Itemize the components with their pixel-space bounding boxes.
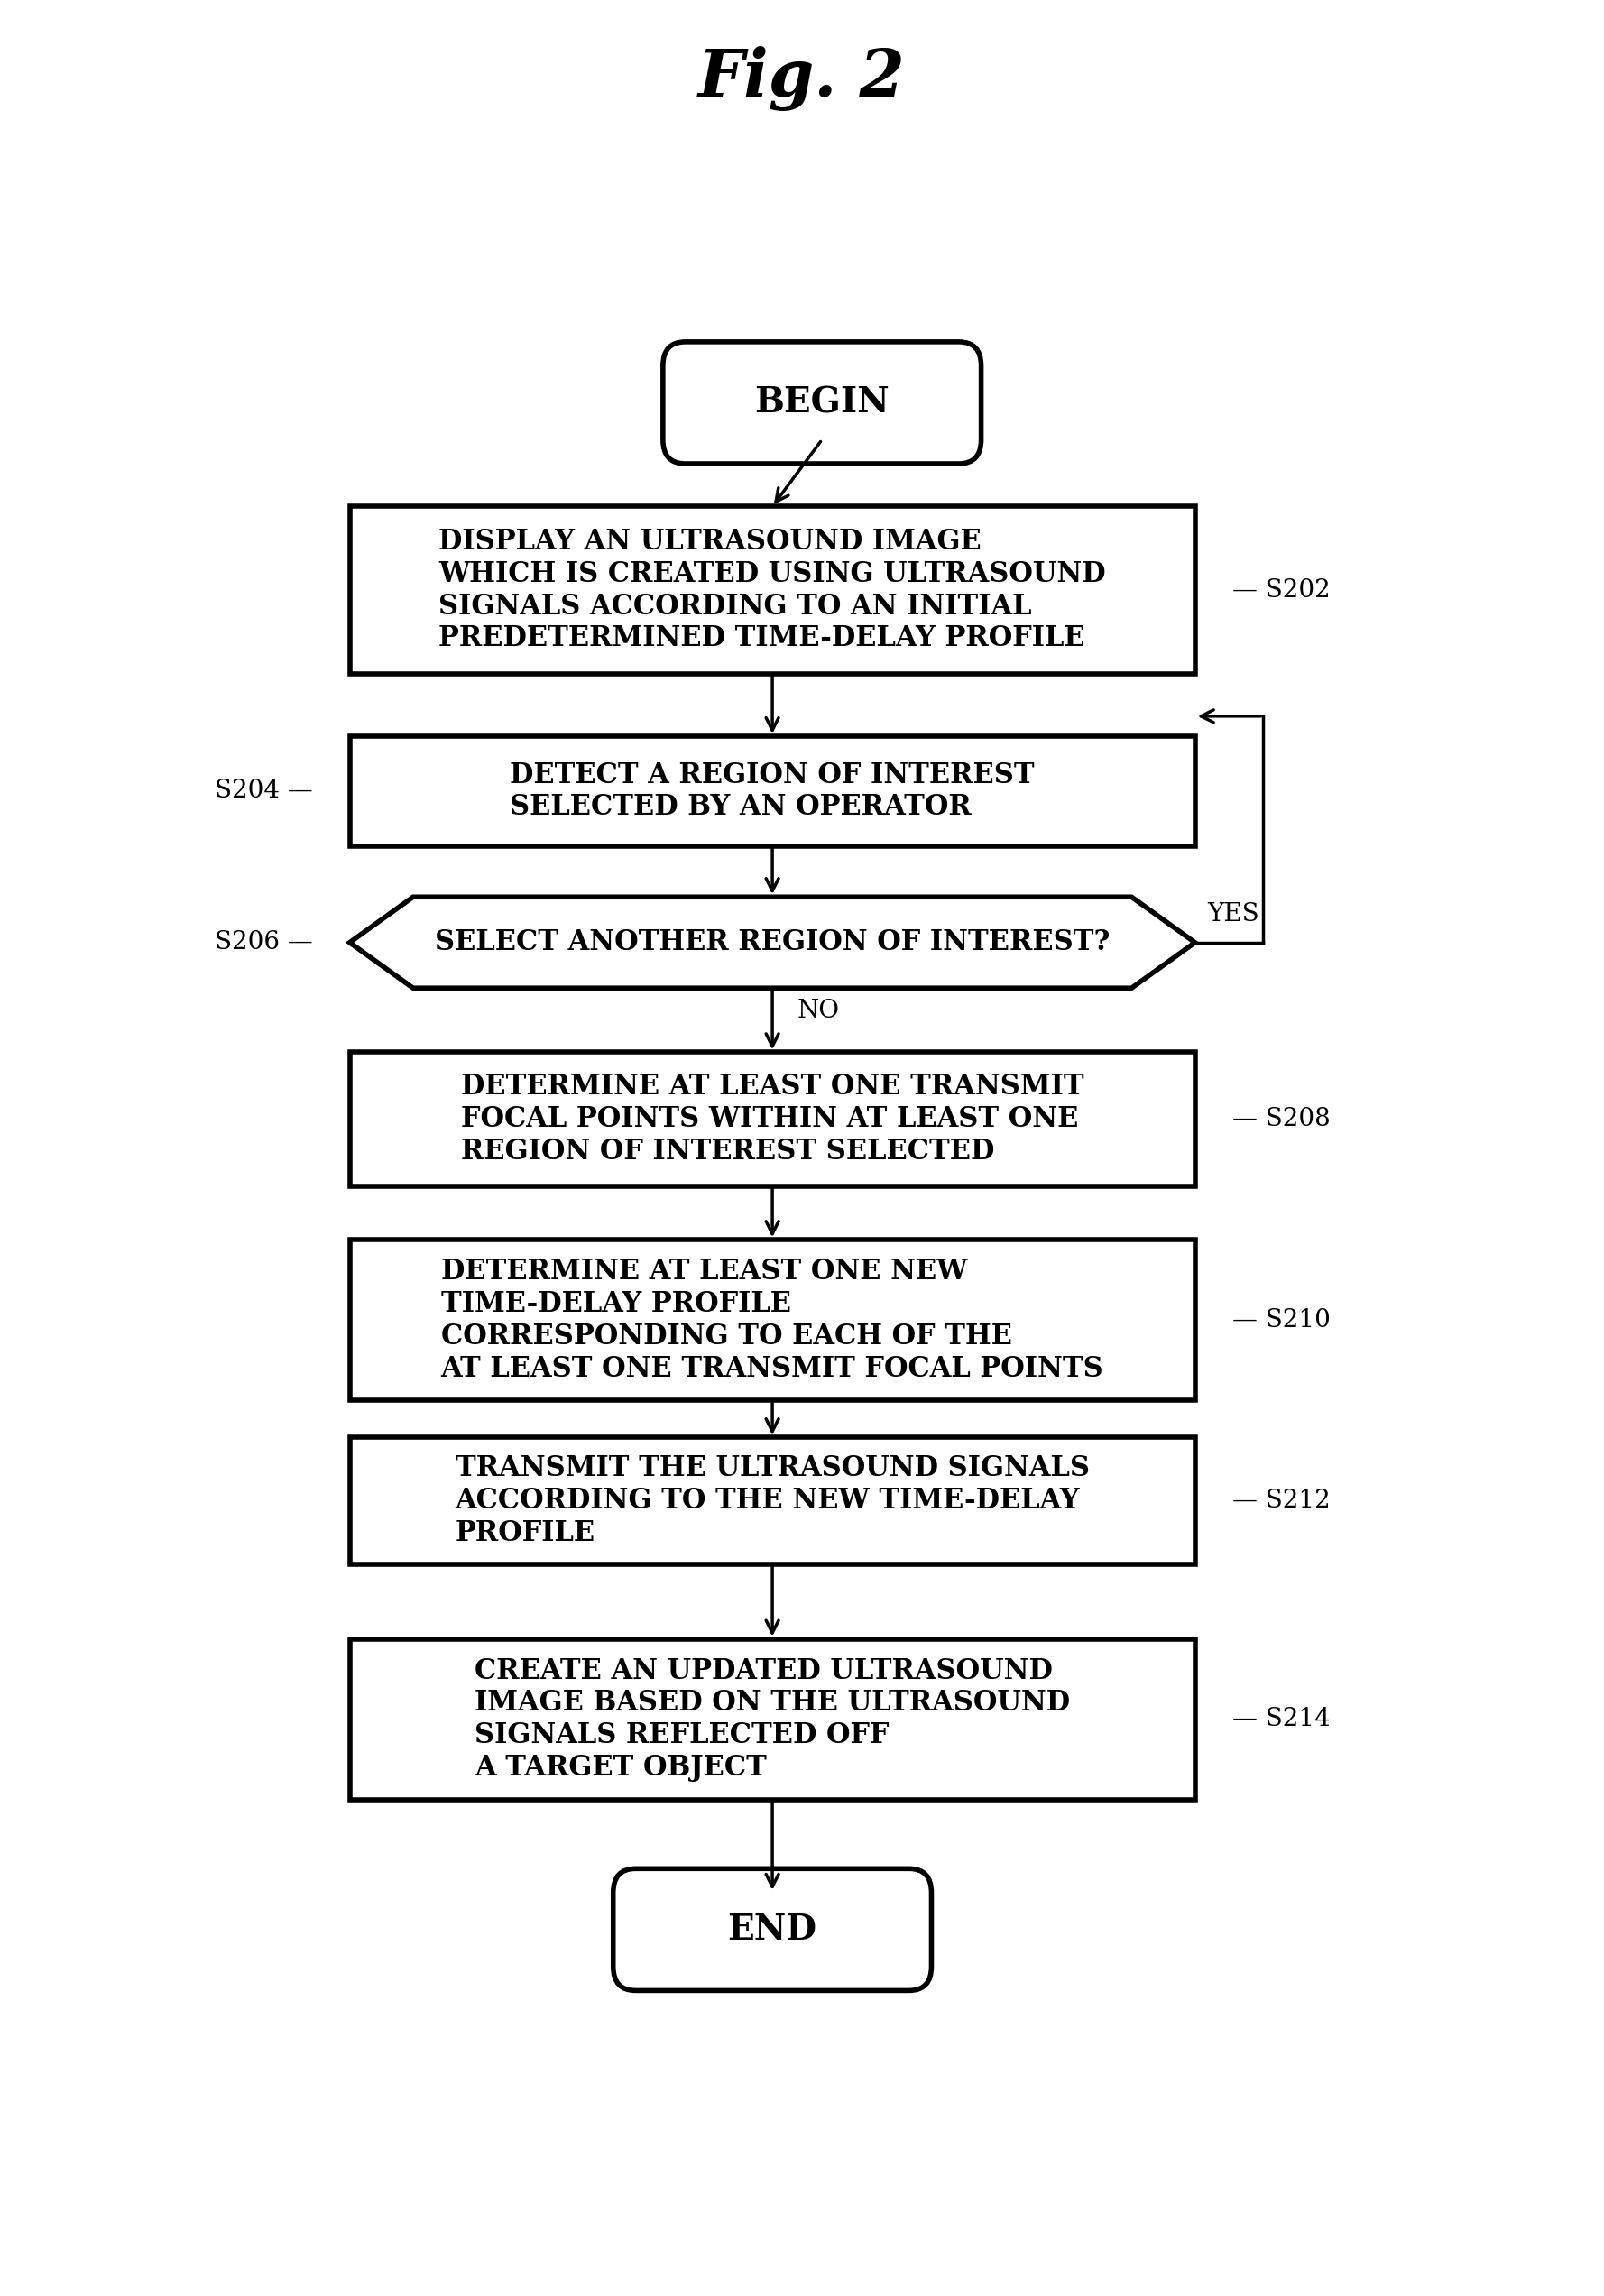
Text: — S210: — S210 bbox=[1232, 1309, 1330, 1332]
Text: DETECT A REGION OF INTEREST
SELECTED BY AN OPERATOR: DETECT A REGION OF INTEREST SELECTED BY … bbox=[510, 760, 1035, 822]
Text: YES: YES bbox=[1208, 902, 1259, 928]
Bar bbox=[350, 1639, 1195, 1800]
Bar bbox=[350, 1437, 1195, 1564]
Text: — S212: — S212 bbox=[1232, 1488, 1330, 1513]
Text: — S214: — S214 bbox=[1232, 1708, 1330, 1731]
FancyBboxPatch shape bbox=[662, 342, 982, 464]
Text: S206 —: S206 — bbox=[215, 930, 313, 955]
Bar bbox=[350, 737, 1195, 847]
Text: — S208: — S208 bbox=[1232, 1107, 1330, 1132]
Bar bbox=[350, 1052, 1195, 1187]
Text: BEGIN: BEGIN bbox=[754, 386, 890, 420]
Text: DETERMINE AT LEAST ONE TRANSMIT
FOCAL POINTS WITHIN AT LEAST ONE
REGION OF INTER: DETERMINE AT LEAST ONE TRANSMIT FOCAL PO… bbox=[460, 1072, 1084, 1166]
Text: END: END bbox=[728, 1913, 816, 1947]
Bar bbox=[350, 1240, 1195, 1401]
Text: TRANSMIT THE ULTRASOUND SIGNALS
ACCORDING TO THE NEW TIME-DELAY
PROFILE: TRANSMIT THE ULTRASOUND SIGNALS ACCORDIN… bbox=[456, 1456, 1089, 1548]
Text: DISPLAY AN ULTRASOUND IMAGE
WHICH IS CREATED USING ULTRASOUND
SIGNALS ACCORDING : DISPLAY AN ULTRASOUND IMAGE WHICH IS CRE… bbox=[439, 528, 1105, 652]
Text: DETERMINE AT LEAST ONE NEW
TIME-DELAY PROFILE
CORRESPONDING TO EACH OF THE
AT LE: DETERMINE AT LEAST ONE NEW TIME-DELAY PR… bbox=[441, 1258, 1104, 1382]
Text: SELECT ANOTHER REGION OF INTEREST?: SELECT ANOTHER REGION OF INTEREST? bbox=[435, 928, 1110, 957]
Text: NO: NO bbox=[797, 999, 839, 1024]
Polygon shape bbox=[350, 898, 1195, 987]
FancyBboxPatch shape bbox=[613, 1869, 932, 1991]
Text: — S202: — S202 bbox=[1232, 579, 1330, 602]
Bar bbox=[350, 507, 1195, 675]
Text: S204 —: S204 — bbox=[215, 778, 313, 804]
Text: Fig. 2: Fig. 2 bbox=[698, 46, 906, 110]
Text: CREATE AN UPDATED ULTRASOUND
IMAGE BASED ON THE ULTRASOUND
SIGNALS REFLECTED OFF: CREATE AN UPDATED ULTRASOUND IMAGE BASED… bbox=[475, 1658, 1070, 1782]
